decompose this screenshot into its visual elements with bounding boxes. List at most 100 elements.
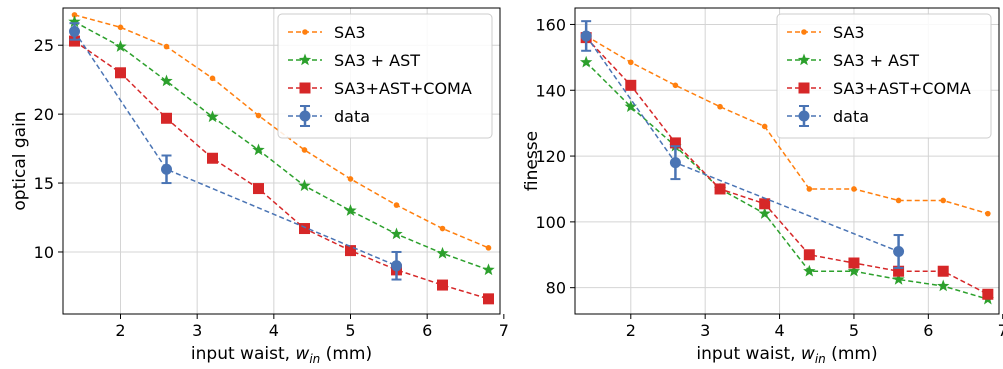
- legend-marker-sa3-ast: [797, 53, 811, 66]
- point-sa3-ast-coma: [714, 183, 726, 195]
- point-sa3-ast: [114, 40, 127, 52]
- x-tick-label: 2: [115, 321, 125, 340]
- point-sa3-ast-coma: [299, 223, 310, 235]
- y-tick-label: 140: [535, 81, 566, 100]
- point-sa3-ast-coma: [669, 137, 681, 149]
- y-axis-label: finesse: [522, 131, 542, 191]
- point-sa3-ast: [206, 110, 219, 123]
- point-data: [69, 25, 80, 37]
- legend-label-sa3-ast: SA3 + AST: [334, 51, 420, 70]
- point-sa3: [851, 186, 857, 192]
- point-sa3-ast-coma: [253, 183, 264, 195]
- legend-label-sa3-ast: SA3 + AST: [833, 51, 919, 70]
- point-sa3-ast: [624, 100, 637, 112]
- point-sa3-ast-coma: [803, 249, 815, 261]
- point-sa3-ast-coma: [893, 265, 905, 277]
- x-tick-label: 2: [626, 321, 636, 340]
- point-sa3-ast: [390, 227, 403, 240]
- point-sa3-ast: [68, 15, 81, 28]
- x-tick-label: 4: [774, 321, 784, 340]
- point-sa3-ast-coma: [625, 79, 637, 91]
- point-sa3-ast-coma: [982, 288, 994, 300]
- point-sa3-ast: [436, 246, 449, 259]
- point-sa3-ast-coma: [483, 293, 494, 305]
- point-data: [391, 260, 402, 272]
- point-sa3-ast: [160, 74, 173, 87]
- point-sa3: [985, 210, 991, 217]
- point-sa3-ast-coma: [115, 67, 126, 79]
- x-axis-label: input waist, win (mm): [696, 344, 877, 366]
- y-tick-label: 25: [34, 36, 54, 55]
- finesse-chart: 2 3 4 5 6 7 80 100 120 140 160 input waist, win (mm…: [522, 7, 1003, 366]
- y-tick-label: 160: [535, 15, 566, 34]
- axes-frame: [62, 7, 501, 315]
- series-line-sa3-ast-coma: [585, 37, 989, 295]
- x-tick-label: 7: [998, 321, 1003, 340]
- series-line-data: [73, 31, 397, 267]
- point-sa3: [940, 197, 947, 204]
- x-tick-label: 5: [849, 321, 859, 340]
- x-tick-label: 3: [700, 321, 710, 340]
- y-tick-label: 15: [34, 174, 54, 193]
- plot-area: [68, 12, 495, 305]
- point-sa3: [439, 225, 446, 232]
- legend-marker-data: [299, 110, 311, 122]
- point-sa3-ast: [803, 264, 816, 277]
- point-sa3: [717, 103, 723, 110]
- point-sa3: [347, 176, 354, 182]
- legend-box: [277, 13, 493, 139]
- legend-marker-sa3: [302, 29, 308, 35]
- legend: SA3 SA3 + AST SA3+AST+COMA data: [277, 13, 493, 139]
- point-sa3-ast: [937, 279, 950, 292]
- point-sa3-ast-coma: [937, 265, 949, 277]
- point-sa3-ast: [847, 264, 861, 277]
- optical-gain-chart: 2 3 4 5 6 7 10 15 20 25 input waist, win (mm) optic…: [10, 7, 509, 366]
- point-sa3: [895, 197, 902, 204]
- point-sa3: [71, 12, 78, 18]
- point-sa3-ast: [482, 263, 495, 276]
- legend-marker-sa3-ast-coma: [299, 82, 311, 94]
- legend-marker-sa3-ast-coma: [798, 82, 810, 94]
- legend-label-data: data: [833, 107, 869, 126]
- point-sa3: [672, 82, 679, 89]
- legend-box: [776, 13, 992, 139]
- y-tick-label: 120: [535, 147, 566, 166]
- point-sa3-ast-coma: [759, 198, 771, 210]
- point-sa3: [255, 112, 262, 119]
- x-tick-label: 6: [923, 321, 933, 340]
- legend-marker-sa3: [801, 29, 807, 35]
- point-sa3: [627, 59, 634, 66]
- point-sa3-ast: [252, 143, 265, 156]
- point-sa3: [485, 245, 492, 251]
- point-sa3: [761, 123, 768, 130]
- point-sa3-ast: [758, 207, 771, 219]
- legend-label-sa3-ast-coma: SA3+AST+COMA: [833, 79, 971, 98]
- y-tick-label: 100: [535, 213, 566, 232]
- x-tick-label: 4: [269, 321, 279, 340]
- point-sa3: [163, 43, 170, 50]
- y-tick-label: 80: [546, 279, 566, 298]
- point-data: [580, 30, 592, 42]
- legend-label-sa3: SA3: [833, 23, 865, 42]
- point-sa3-ast: [892, 272, 905, 285]
- x-tick-label: 7: [499, 321, 509, 340]
- x-tick-label: 5: [345, 321, 355, 340]
- point-sa3-ast: [579, 55, 593, 68]
- series-line-sa3-ast: [74, 21, 489, 271]
- point-sa3: [209, 75, 216, 82]
- point-sa3-ast-coma: [437, 279, 448, 291]
- point-sa3-ast: [298, 179, 311, 192]
- point-sa3-ast: [344, 204, 357, 216]
- series-line-sa3-ast-coma: [74, 40, 489, 300]
- legend: SA3 SA3 + AST SA3+AST+COMA data: [776, 13, 992, 139]
- legend-label-sa3-ast-coma: SA3+AST+COMA: [334, 79, 472, 98]
- point-data: [669, 157, 681, 169]
- point-sa3-ast-coma: [848, 257, 860, 269]
- legend-marker-sa3-ast: [298, 53, 312, 66]
- point-data: [893, 245, 905, 257]
- point-sa3-ast-coma: [161, 112, 172, 124]
- legend-label-data: data: [334, 107, 370, 126]
- point-sa3-ast-coma: [345, 245, 356, 257]
- x-tick-label: 6: [422, 321, 432, 340]
